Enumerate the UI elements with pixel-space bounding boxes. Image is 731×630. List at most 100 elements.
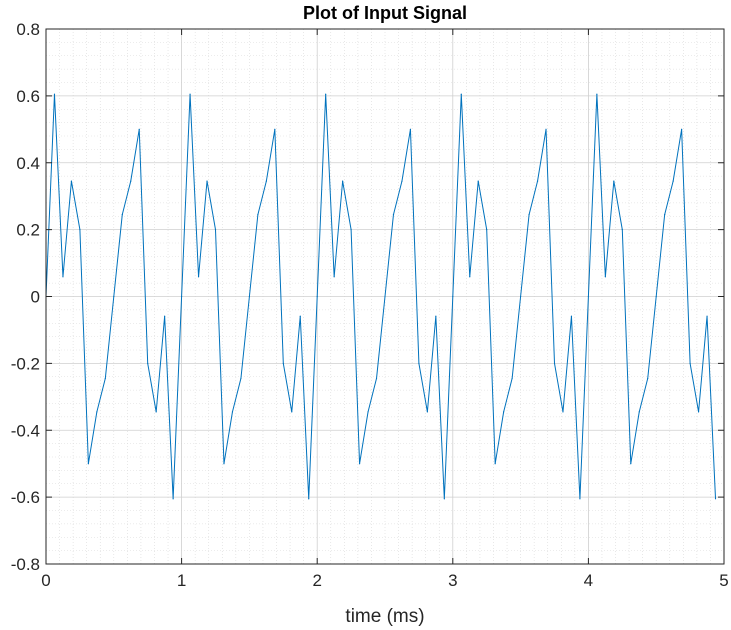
data-point (299, 315, 301, 317)
data-point (689, 362, 691, 364)
data-point (265, 180, 267, 182)
data-point (460, 93, 462, 95)
data-point (308, 498, 310, 500)
data-point (511, 377, 513, 380)
data-point (613, 180, 615, 182)
data-point (274, 128, 276, 130)
data-point (384, 295, 386, 298)
data-point (79, 229, 81, 231)
data-point (316, 295, 318, 298)
data-point (604, 276, 606, 278)
data-point (486, 229, 488, 231)
data-point (367, 411, 369, 413)
data-point (240, 377, 242, 380)
data-point (197, 276, 200, 278)
data-point (697, 411, 700, 413)
data-point (350, 229, 352, 231)
data-point (164, 315, 166, 317)
data-point (53, 93, 56, 95)
data-point (189, 93, 191, 95)
data-point (672, 180, 674, 182)
data-point (587, 295, 590, 298)
data-point (291, 411, 293, 413)
data-point (113, 295, 115, 298)
data-point (392, 213, 395, 216)
data-point (206, 180, 208, 182)
data-point (681, 128, 683, 130)
data-point (435, 315, 437, 317)
data-point (375, 377, 378, 380)
x-tick-label: 2 (312, 571, 321, 590)
data-point (138, 128, 140, 130)
data-point (621, 229, 623, 231)
data-point (87, 463, 89, 465)
data-point (469, 276, 471, 278)
data-point (418, 362, 420, 364)
y-tick-label: -0.8 (11, 555, 40, 574)
data-point (562, 411, 564, 413)
data-point (655, 295, 657, 298)
data-point (630, 463, 632, 465)
data-point (452, 295, 454, 298)
data-point (248, 295, 250, 298)
x-tick-label: 4 (584, 571, 593, 590)
data-points (45, 93, 717, 500)
data-point (570, 315, 573, 317)
data-point (104, 377, 106, 380)
data-point (520, 295, 522, 298)
data-point (121, 213, 123, 216)
chart-title: Plot of Input Signal (303, 3, 467, 23)
data-point (147, 362, 149, 364)
data-point (358, 463, 361, 465)
y-tick-label: -0.4 (11, 421, 40, 440)
data-point (536, 180, 539, 182)
data-point (172, 498, 174, 500)
data-point (494, 463, 496, 465)
data-point (596, 93, 598, 95)
x-tick-label: 3 (448, 571, 457, 590)
y-tick-labels: -0.8 -0.6 -0.4 -0.2 0 0.2 0.4 0.6 0.8 (11, 20, 40, 574)
y-tick-label: 0 (31, 288, 40, 307)
data-point (426, 411, 428, 413)
data-point (545, 128, 547, 130)
data-point (638, 411, 640, 413)
data-point (706, 315, 708, 317)
data-point (477, 180, 479, 182)
data-point (282, 362, 284, 364)
data-point (231, 411, 234, 413)
data-point (647, 377, 649, 380)
data-point (401, 180, 403, 182)
data-point (342, 180, 344, 182)
tick-marks (45, 28, 725, 565)
data-point (325, 93, 327, 95)
data-point (333, 276, 335, 278)
y-tick-label: -0.2 (11, 354, 40, 373)
x-tick-label: 1 (177, 571, 186, 590)
data-point (62, 276, 64, 278)
data-point (214, 229, 217, 231)
data-point (257, 213, 259, 216)
data-point (664, 213, 666, 216)
y-tick-label: 0.2 (16, 221, 40, 240)
data-point (528, 213, 530, 216)
data-point (503, 411, 505, 413)
data-point (223, 463, 225, 465)
data-point (553, 362, 556, 364)
data-point (70, 180, 73, 182)
data-point (714, 498, 717, 500)
data-point (181, 295, 183, 298)
x-tick-label: 5 (719, 571, 728, 590)
y-tick-label: 0.8 (16, 20, 40, 39)
data-point (130, 180, 132, 182)
x-tick-label: 0 (41, 571, 50, 590)
y-tick-label: -0.6 (11, 488, 40, 507)
y-tick-label: 0.6 (16, 87, 40, 106)
data-point (443, 498, 445, 500)
x-tick-labels: 0 1 2 3 4 5 (41, 571, 728, 590)
y-tick-label: 0.4 (16, 154, 40, 173)
data-point (409, 128, 412, 130)
data-point (579, 498, 581, 500)
data-point (96, 411, 98, 413)
data-point (155, 411, 157, 413)
